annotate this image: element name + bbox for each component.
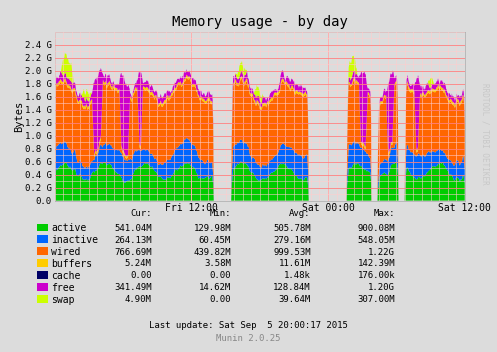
Text: 60.45M: 60.45M <box>199 235 231 245</box>
Text: inactive: inactive <box>51 235 98 245</box>
Text: 0.00: 0.00 <box>210 271 231 281</box>
Text: 4.90M: 4.90M <box>125 295 152 304</box>
Text: active: active <box>51 223 86 233</box>
Text: 1.22G: 1.22G <box>368 247 395 257</box>
Y-axis label: Bytes: Bytes <box>13 101 24 132</box>
Title: Memory usage - by day: Memory usage - by day <box>172 15 347 29</box>
Text: 1.20G: 1.20G <box>368 283 395 293</box>
Text: Max:: Max: <box>374 209 395 219</box>
Text: swap: swap <box>51 295 75 305</box>
Text: free: free <box>51 283 75 293</box>
Text: cache: cache <box>51 271 81 281</box>
Text: Munin 2.0.25: Munin 2.0.25 <box>216 334 281 344</box>
Text: 176.00k: 176.00k <box>357 271 395 281</box>
Text: Min:: Min: <box>210 209 231 219</box>
Text: 999.53M: 999.53M <box>273 247 311 257</box>
Text: 5.24M: 5.24M <box>125 259 152 269</box>
Text: 541.04M: 541.04M <box>114 224 152 233</box>
Text: 0.00: 0.00 <box>210 295 231 304</box>
Text: 279.16M: 279.16M <box>273 235 311 245</box>
Text: 307.00M: 307.00M <box>357 295 395 304</box>
Text: buffers: buffers <box>51 259 92 269</box>
Text: wired: wired <box>51 247 81 257</box>
Text: 3.58M: 3.58M <box>204 259 231 269</box>
Text: 505.78M: 505.78M <box>273 224 311 233</box>
Text: 548.05M: 548.05M <box>357 235 395 245</box>
Text: 128.84M: 128.84M <box>273 283 311 293</box>
Text: Cur:: Cur: <box>130 209 152 219</box>
Text: Last update: Sat Sep  5 20:00:17 2015: Last update: Sat Sep 5 20:00:17 2015 <box>149 321 348 330</box>
Text: 439.82M: 439.82M <box>193 247 231 257</box>
Text: 264.13M: 264.13M <box>114 235 152 245</box>
Text: RRDTOOL / TOBI OETIKER: RRDTOOL / TOBI OETIKER <box>481 83 490 185</box>
Text: Avg:: Avg: <box>289 209 311 219</box>
Text: 766.69M: 766.69M <box>114 247 152 257</box>
Text: 0.00: 0.00 <box>130 271 152 281</box>
Text: 11.61M: 11.61M <box>278 259 311 269</box>
Text: 1.48k: 1.48k <box>284 271 311 281</box>
Text: 341.49M: 341.49M <box>114 283 152 293</box>
Text: 129.98M: 129.98M <box>193 224 231 233</box>
Text: 14.62M: 14.62M <box>199 283 231 293</box>
Text: 39.64M: 39.64M <box>278 295 311 304</box>
Text: 900.08M: 900.08M <box>357 224 395 233</box>
Text: 142.39M: 142.39M <box>357 259 395 269</box>
